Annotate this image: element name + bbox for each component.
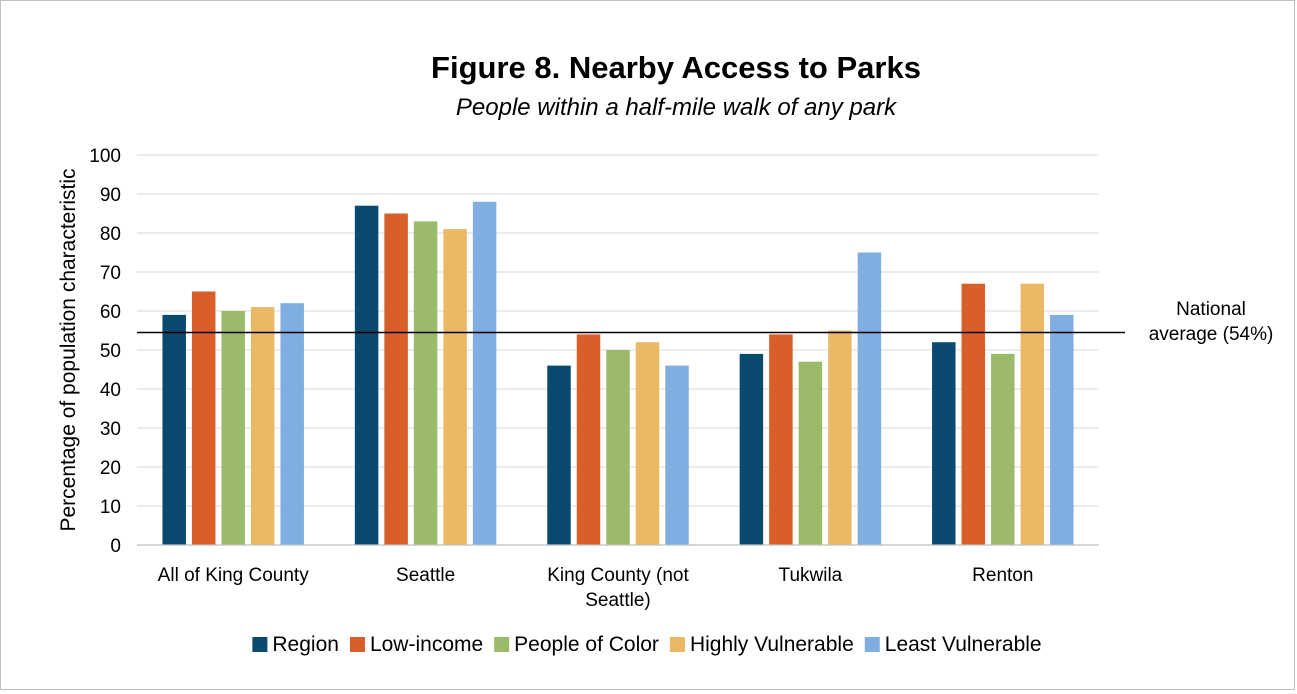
y-tick-label: 30 — [100, 419, 121, 440]
y-tick-label: 10 — [100, 497, 121, 518]
legend: Region Low-income People of Color Highly Vu… — [252, 633, 1042, 656]
bar — [769, 334, 793, 545]
bar — [606, 350, 630, 545]
y-tick-label: 20 — [100, 458, 121, 479]
legend-swatch — [494, 637, 510, 652]
legend-label: Least Vulnerable — [885, 633, 1042, 656]
x-tick-label: King County (not — [547, 565, 689, 586]
y-tick-label: 90 — [100, 185, 121, 206]
x-tick-label: Tukwila — [779, 565, 843, 586]
y-tick-label: 70 — [100, 263, 121, 284]
bar — [1050, 314, 1074, 545]
bar — [991, 353, 1015, 545]
bar — [191, 291, 216, 545]
x-tick-label: Seattle) — [585, 590, 650, 611]
national-average-label: average (54%) — [1149, 324, 1274, 345]
bar — [280, 303, 304, 545]
bar — [961, 283, 986, 545]
x-tick-label: Renton — [972, 565, 1033, 586]
x-tick-labels: All of King County Seattle King County (no… — [158, 565, 1034, 611]
bar — [635, 342, 660, 545]
bar — [384, 213, 408, 545]
bar — [162, 314, 186, 545]
legend-swatch — [864, 637, 880, 652]
legend-swatch — [669, 637, 685, 652]
y-tick-label: 60 — [100, 302, 121, 323]
legend-label: Highly Vulnerable — [690, 633, 854, 656]
x-tick-label: Seattle — [396, 565, 455, 586]
bar — [354, 205, 379, 545]
bar — [576, 334, 601, 545]
bars — [162, 201, 1074, 546]
bar — [739, 353, 764, 545]
bar — [828, 330, 852, 545]
bar — [1020, 283, 1045, 545]
y-tick-label: 40 — [100, 380, 121, 401]
legend-swatch — [252, 637, 268, 652]
bar — [413, 221, 438, 546]
bar — [250, 307, 275, 545]
bar — [857, 252, 882, 545]
y-tick-labels: 0 10 20 30 40 50 60 70 80 90 100 — [89, 146, 121, 557]
y-tick-label: 0 — [110, 536, 121, 557]
bar — [472, 201, 497, 546]
bar — [932, 342, 956, 545]
y-tick-label: 50 — [100, 341, 121, 362]
y-tick-label: 100 — [89, 146, 121, 167]
bar — [665, 365, 689, 545]
bar — [221, 311, 245, 545]
national-average-label: National — [1176, 299, 1246, 320]
legend-swatch — [349, 637, 365, 652]
legend-label: People of Color — [514, 633, 659, 656]
bar — [798, 361, 823, 545]
bar — [547, 365, 571, 545]
legend-label: Region — [272, 633, 339, 656]
chart-subtitle: People within a half-mile walk of any pa… — [456, 94, 898, 121]
legend-label: Low-income — [370, 633, 483, 656]
y-tick-label: 80 — [100, 224, 121, 245]
reference-line-group: National average (54%) — [137, 299, 1273, 345]
y-axis-label: Percentage of population characteristic — [57, 168, 80, 531]
x-tick-label: All of King County — [158, 565, 310, 586]
bar — [443, 229, 467, 545]
chart-title: Figure 8. Nearby Access to Parks — [431, 50, 921, 85]
